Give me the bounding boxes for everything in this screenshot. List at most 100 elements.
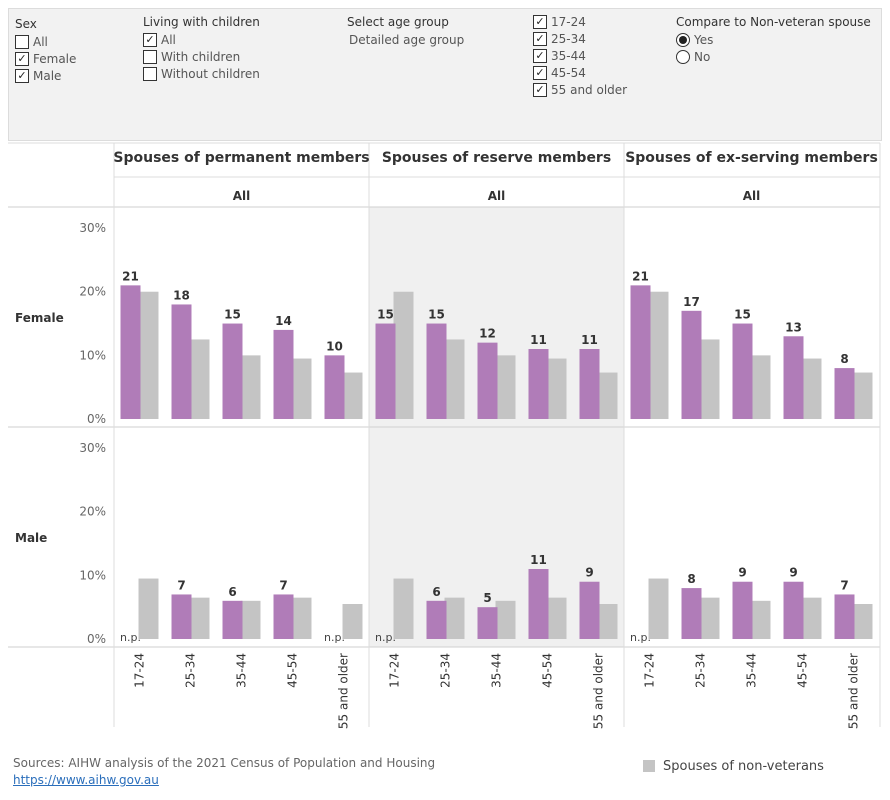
data-label-np: n.p. (375, 631, 396, 644)
veteran-bar (171, 594, 192, 639)
veteran-bar (222, 323, 243, 419)
veteran-bar (528, 569, 549, 639)
data-label: 11 (530, 333, 547, 347)
veteran-bar (630, 285, 651, 419)
data-label: 13 (785, 320, 802, 334)
nonveteran-bar (444, 339, 465, 419)
data-label: 21 (122, 269, 139, 283)
children-option-all[interactable]: ✓ All (143, 32, 176, 48)
y-tick-label: 0% (87, 632, 106, 646)
checkbox-icon[interactable] (143, 49, 157, 64)
x-tick-label: 25-34 (184, 653, 198, 688)
nonveteran-bar (699, 339, 720, 419)
checkbox-checked-icon[interactable]: ✓ (533, 48, 547, 63)
data-label: 18 (173, 288, 190, 302)
nonveteran-bar (291, 597, 312, 639)
nonveteran-bar (750, 600, 771, 639)
children-option-without[interactable]: Without children (143, 66, 260, 82)
checkbox-checked-icon[interactable]: ✓ (533, 14, 547, 29)
y-tick-label: 20% (79, 285, 106, 299)
data-label: 7 (177, 578, 185, 592)
data-label: 15 (734, 308, 751, 322)
nonveteran-bar (546, 597, 567, 639)
age-option-25-34[interactable]: ✓ 25-34 (533, 31, 586, 47)
x-tick-label: 17-24 (133, 653, 147, 688)
x-tick-label: 25-34 (439, 653, 453, 688)
nonveteran-bar (852, 604, 873, 639)
y-tick-label: 30% (79, 221, 106, 235)
x-tick-label: 17-24 (388, 653, 402, 688)
sex-option-female[interactable]: ✓ Female (15, 51, 76, 67)
veteran-bar (477, 342, 498, 419)
source-note: Sources: AIHW analysis of the 2021 Censu… (13, 756, 436, 770)
nonveteran-bar (342, 604, 363, 639)
checkbox-checked-icon[interactable]: ✓ (143, 32, 157, 47)
age-select-dropdown[interactable]: Detailed age group (349, 33, 465, 47)
x-tick-label: 45-54 (286, 653, 300, 688)
children-option-with[interactable]: With children (143, 49, 240, 65)
veteran-bar (273, 594, 294, 639)
checkbox-checked-icon[interactable]: ✓ (15, 51, 29, 66)
nonveteran-bar (750, 355, 771, 419)
column-subheader: All (743, 189, 761, 203)
data-label: 15 (428, 308, 445, 322)
veteran-bar (579, 581, 600, 639)
veteran-bar (222, 600, 243, 639)
checkbox-icon[interactable] (15, 34, 29, 49)
veteran-bar (783, 336, 804, 419)
radio-icon[interactable] (676, 49, 690, 64)
veteran-bar (681, 310, 702, 419)
sex-option-all[interactable]: All (15, 34, 48, 50)
veteran-bar (324, 355, 345, 419)
veteran-bar (426, 600, 447, 639)
sex-option-male[interactable]: ✓ Male (15, 68, 61, 84)
checkbox-checked-icon[interactable]: ✓ (533, 82, 547, 97)
compare-option-no[interactable]: No (676, 49, 710, 65)
data-label: 8 (687, 572, 695, 586)
data-label: 9 (789, 566, 797, 580)
x-tick-label: 45-54 (541, 653, 555, 688)
data-label: 9 (738, 566, 746, 580)
column-header: Spouses of permanent members (113, 150, 369, 166)
data-label: 15 (224, 308, 241, 322)
y-tick-label: 10% (79, 348, 106, 362)
row-label: Male (15, 531, 47, 545)
nonveteran-bar (597, 604, 618, 639)
source-link[interactable]: https://www.aihw.gov.au (13, 773, 159, 787)
age-option-45-54[interactable]: ✓ 45-54 (533, 65, 586, 81)
x-tick-label: 35-44 (490, 653, 504, 688)
data-label-np: n.p. (324, 631, 345, 644)
nonveteran-bar (138, 291, 159, 419)
age-option-55-older[interactable]: ✓ 55 and older (533, 82, 627, 98)
nonveteran-bar (444, 597, 465, 639)
row-label: Female (15, 311, 64, 325)
data-label: 12 (479, 327, 496, 341)
veteran-bar (171, 304, 192, 419)
data-label-np: n.p. (120, 631, 141, 644)
compare-option-yes[interactable]: Yes (676, 32, 713, 48)
checkbox-icon[interactable] (143, 66, 157, 81)
nonveteran-bar (189, 339, 210, 419)
children-filter-title: Living with children (143, 15, 260, 29)
age-option-35-44[interactable]: ✓ 35-44 (533, 48, 586, 64)
checkbox-checked-icon[interactable]: ✓ (533, 65, 547, 80)
column-header: Spouses of ex-serving members (625, 150, 878, 166)
checkbox-checked-icon[interactable]: ✓ (533, 31, 547, 46)
data-label: 5 (483, 591, 491, 605)
nonveteran-bar (189, 597, 210, 639)
radio-selected-icon[interactable] (676, 32, 690, 47)
veteran-bar (579, 349, 600, 419)
column-subheader: All (233, 189, 251, 203)
nonveteran-bar (801, 358, 822, 419)
data-label: 11 (530, 553, 547, 567)
nonveteran-bar (393, 578, 414, 639)
age-select-title: Select age group (347, 15, 449, 29)
nonveteran-bar (342, 372, 363, 419)
y-tick-label: 10% (79, 568, 106, 582)
data-label: 17 (683, 295, 700, 309)
x-tick-label: 55 and older (847, 653, 861, 729)
age-option-17-24[interactable]: ✓ 17-24 (533, 14, 586, 30)
column-subheader: All (488, 189, 506, 203)
checkbox-checked-icon[interactable]: ✓ (15, 68, 29, 83)
veteran-bar (732, 581, 753, 639)
